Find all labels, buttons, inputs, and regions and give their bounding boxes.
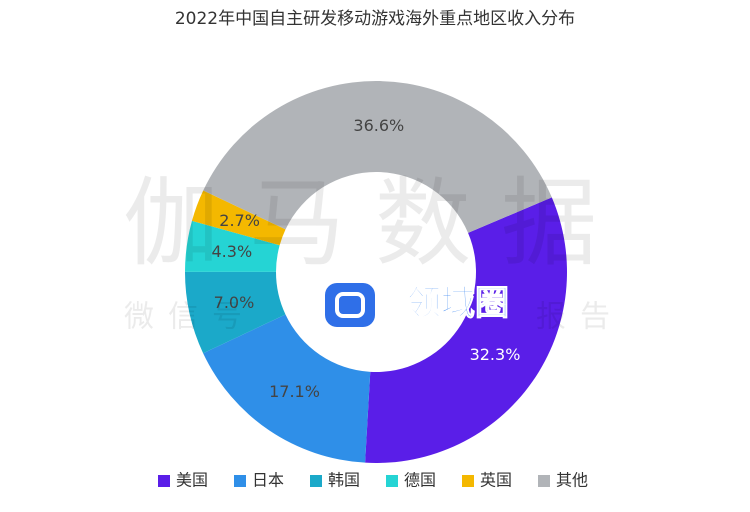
slice xyxy=(365,197,567,464)
legend-swatch xyxy=(538,475,550,487)
donut xyxy=(185,80,567,464)
logo-icon xyxy=(325,283,375,327)
legend-swatch xyxy=(386,475,398,487)
chart-title: 2022年中国自主研发移动游戏海外重点地区收入分布 xyxy=(175,9,575,29)
slice xyxy=(185,271,286,354)
slice-label: 32.3% xyxy=(470,345,521,364)
legend-label: 其他 xyxy=(556,471,588,490)
slice-labels: 32.3% 17.1% 7.0% 4.3% 2.7% 36.6% xyxy=(212,116,521,401)
slice xyxy=(203,314,371,463)
logo-text: 领域圈 xyxy=(407,284,509,324)
slice xyxy=(185,220,280,272)
legend-label: 韩国 xyxy=(328,471,360,490)
legend-swatch xyxy=(462,475,474,487)
legend-label: 德国 xyxy=(404,471,436,490)
legend-swatch xyxy=(310,475,322,487)
logo: 领域圈 xyxy=(325,283,510,327)
slice-label: 7.0% xyxy=(214,293,255,312)
watermark: 微信号 xyxy=(124,300,256,335)
legend-label: 美国 xyxy=(176,471,208,490)
slice-label: 4.3% xyxy=(212,242,253,261)
watermark: 伽马数据 xyxy=(123,167,627,279)
watermark: 报告 xyxy=(536,300,624,335)
slice-label: 2.7% xyxy=(219,211,260,230)
slice xyxy=(203,80,552,233)
legend: 美国 日本 韩国 德国 英国 其他 xyxy=(158,471,588,490)
legend-label: 日本 xyxy=(252,471,284,490)
legend-swatch xyxy=(234,475,246,487)
logo-icon xyxy=(335,292,365,318)
slice xyxy=(191,190,286,246)
slice-label: 36.6% xyxy=(353,116,404,135)
legend-label: 英国 xyxy=(480,471,512,490)
slice-label: 17.1% xyxy=(269,382,320,401)
legend-swatch xyxy=(158,475,170,487)
